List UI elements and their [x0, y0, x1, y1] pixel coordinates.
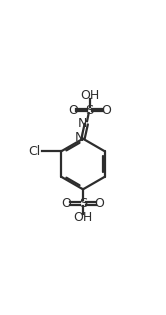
- Text: S: S: [85, 104, 94, 117]
- Text: S: S: [79, 197, 87, 210]
- Text: Cl: Cl: [28, 145, 41, 158]
- Text: OH: OH: [73, 211, 93, 224]
- Text: N: N: [75, 131, 84, 144]
- Text: O: O: [101, 104, 111, 117]
- Text: O: O: [94, 197, 104, 210]
- Text: O: O: [62, 197, 72, 210]
- Text: N: N: [78, 117, 87, 130]
- Text: OH: OH: [80, 89, 99, 102]
- Text: O: O: [68, 104, 78, 117]
